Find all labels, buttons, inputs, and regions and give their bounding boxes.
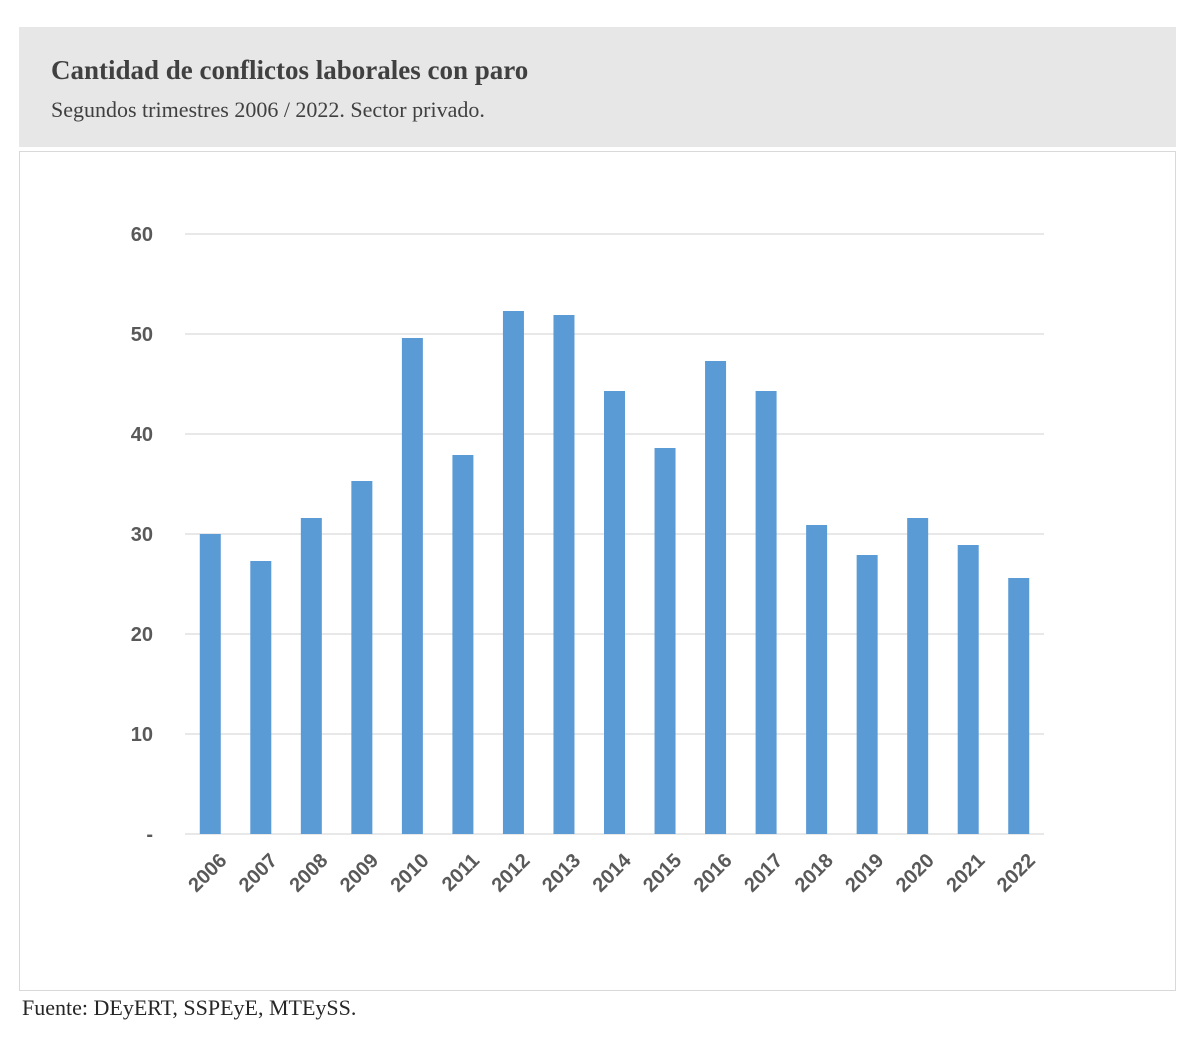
x-tick-label: 2007 [235, 850, 282, 897]
bar-2016 [705, 361, 727, 834]
bar-2022 [1008, 578, 1030, 834]
chart-header: Cantidad de conflictos laborales con par… [19, 27, 1176, 147]
bar-2021 [957, 545, 979, 834]
bars [199, 311, 1030, 834]
x-tick-label: 2015 [639, 850, 686, 897]
y-tick-label: 30 [131, 524, 153, 546]
y-tick-label: 10 [131, 724, 153, 746]
bar-2019 [856, 555, 878, 834]
x-tick-label: 2009 [336, 850, 383, 897]
y-tick-label: - [146, 824, 153, 846]
bar-2014 [604, 391, 625, 834]
x-tick-label: 2017 [740, 850, 787, 897]
x-tick-label: 2019 [841, 850, 888, 897]
y-tick-label: 60 [131, 224, 153, 246]
bar-2013 [553, 315, 575, 834]
x-tick-label: 2014 [589, 849, 637, 897]
bar-2010 [401, 338, 423, 834]
bar-2009 [351, 481, 373, 834]
x-tick-label: 2012 [488, 850, 535, 897]
bar-2012 [502, 311, 524, 834]
x-tick-label: 2013 [538, 850, 585, 897]
source-note: Fuente: DEyERT, SSPEyE, MTEySS. [22, 995, 357, 1020]
chart-panel: -10 20 30 40 50 60 2006 2007 2008 2009 2010 2011 20… [19, 151, 1176, 991]
chart-title: Cantidad de conflictos laborales con par… [51, 55, 529, 85]
chart-subtitle: Segundos trimestres 2006 / 2022. Sector … [51, 97, 485, 122]
bar-2018 [806, 525, 828, 834]
x-tick-label: 2021 [942, 850, 989, 897]
y-tick-label: 20 [131, 624, 153, 646]
bar-2011 [452, 455, 474, 834]
x-tick-label: 2018 [791, 850, 838, 897]
x-tick-label: 2010 [387, 850, 434, 897]
bar-2007 [250, 561, 272, 834]
y-axis-ticks: - 10 20 30 40 50 60 [131, 224, 153, 846]
x-tick-label: 2006 [184, 850, 231, 897]
x-tick-label: 2022 [993, 850, 1040, 897]
x-tick-label: 2020 [892, 850, 939, 897]
x-tick-label: 2016 [690, 850, 737, 897]
bar-2017 [755, 391, 777, 834]
x-axis-ticks: 2006 2007 2008 2009 2010 2011 2012 2013 2014 2015… [184, 849, 1039, 897]
bar-2006 [199, 534, 221, 834]
y-tick-label: 40 [131, 424, 153, 446]
x-tick-label: 2011 [438, 850, 484, 896]
x-tick-label: 2008 [285, 850, 332, 897]
y-tick-label: 50 [131, 324, 153, 346]
bar-2015 [654, 448, 676, 834]
bar-2020 [907, 518, 929, 834]
bar-2008 [300, 518, 322, 834]
